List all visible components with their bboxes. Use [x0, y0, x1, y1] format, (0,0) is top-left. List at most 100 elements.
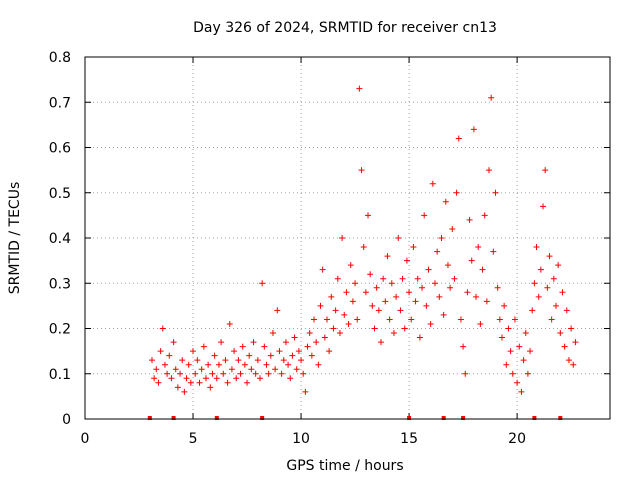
data-point — [427, 320, 434, 327]
data-point — [254, 357, 261, 364]
data-point — [354, 316, 361, 323]
data-point — [218, 339, 225, 346]
data-point — [200, 343, 207, 350]
data-point — [516, 343, 523, 350]
data-point — [246, 352, 253, 359]
data-point — [498, 334, 505, 341]
data-point — [298, 357, 305, 364]
data-point — [425, 266, 432, 273]
data-point — [572, 339, 579, 346]
data-point — [373, 284, 380, 291]
data-point — [563, 307, 570, 314]
data-point — [323, 316, 330, 323]
data-point — [403, 257, 410, 264]
x-axis-label: GPS time / hours — [286, 458, 403, 474]
data-point — [265, 370, 272, 377]
data-point — [358, 167, 365, 174]
data-point — [274, 307, 281, 314]
data-point — [388, 280, 395, 287]
data-point — [395, 235, 402, 241]
data-point — [287, 375, 294, 382]
y-tick-label: 0.8 — [49, 50, 71, 66]
data-point — [196, 379, 203, 386]
data-point — [352, 280, 359, 287]
data-point — [432, 280, 438, 287]
data-point — [514, 379, 521, 386]
data-point — [555, 262, 562, 269]
data-point — [477, 320, 484, 327]
data-point — [272, 366, 279, 373]
data-point — [252, 370, 259, 377]
data-point — [304, 343, 311, 350]
point-layer — [147, 85, 579, 420]
data-point — [401, 325, 408, 332]
gap-marker — [214, 416, 219, 420]
data-point — [213, 375, 220, 382]
data-point — [278, 370, 285, 377]
data-point — [453, 189, 460, 196]
data-point — [215, 361, 222, 368]
y-tick-label: 0.7 — [49, 95, 71, 111]
data-point — [311, 316, 318, 323]
data-point — [524, 370, 531, 377]
data-point — [527, 348, 534, 355]
data-point — [447, 284, 454, 291]
data-point — [233, 375, 240, 382]
data-point — [293, 366, 300, 373]
data-point — [280, 357, 287, 364]
data-point — [568, 325, 575, 332]
data-point — [151, 375, 158, 382]
data-point — [179, 357, 186, 364]
data-point — [380, 275, 387, 282]
data-point — [552, 302, 559, 309]
data-point — [341, 311, 348, 318]
data-point — [375, 307, 382, 314]
y-tick-label: 0.5 — [49, 186, 71, 202]
data-point — [537, 266, 544, 273]
data-point — [235, 357, 242, 364]
data-point — [533, 244, 540, 251]
data-point — [321, 334, 328, 341]
data-point — [535, 293, 542, 300]
data-point — [349, 298, 356, 305]
data-point — [170, 339, 177, 346]
data-point — [494, 284, 501, 291]
data-point — [406, 289, 413, 296]
data-point — [462, 370, 469, 377]
data-point — [282, 339, 289, 346]
data-point — [565, 357, 572, 364]
data-point — [475, 244, 482, 251]
data-point — [261, 343, 268, 350]
data-point — [522, 330, 529, 337]
data-point — [457, 316, 464, 323]
data-point — [440, 311, 447, 318]
tick-layer: 0 0.1 0.2 0.3 0.4 0.5 0.6 0.7 0.8 0 5 10 15 20 — [49, 50, 610, 447]
data-point — [339, 235, 346, 241]
data-point — [313, 339, 320, 346]
data-point — [546, 253, 553, 260]
data-point — [209, 370, 216, 377]
data-point — [490, 248, 497, 255]
data-point — [174, 384, 181, 391]
data-point — [473, 293, 480, 300]
data-point — [224, 379, 231, 386]
data-point — [550, 275, 557, 282]
data-point — [423, 302, 430, 309]
data-point — [542, 167, 549, 174]
data-point — [356, 85, 363, 92]
data-point — [228, 366, 235, 373]
chart-title: Day 326 of 2024, SRMTID for receiver cn1… — [193, 20, 497, 36]
data-point — [540, 203, 547, 210]
data-point — [222, 357, 229, 364]
data-point — [187, 379, 194, 386]
data-point — [241, 361, 248, 368]
data-point — [326, 348, 333, 355]
data-point — [570, 361, 577, 368]
y-tick-label: 0.6 — [49, 141, 71, 157]
data-point — [365, 212, 372, 219]
data-point — [259, 280, 266, 287]
data-point — [317, 302, 324, 309]
gap-marker — [147, 416, 152, 420]
data-point — [336, 330, 343, 337]
